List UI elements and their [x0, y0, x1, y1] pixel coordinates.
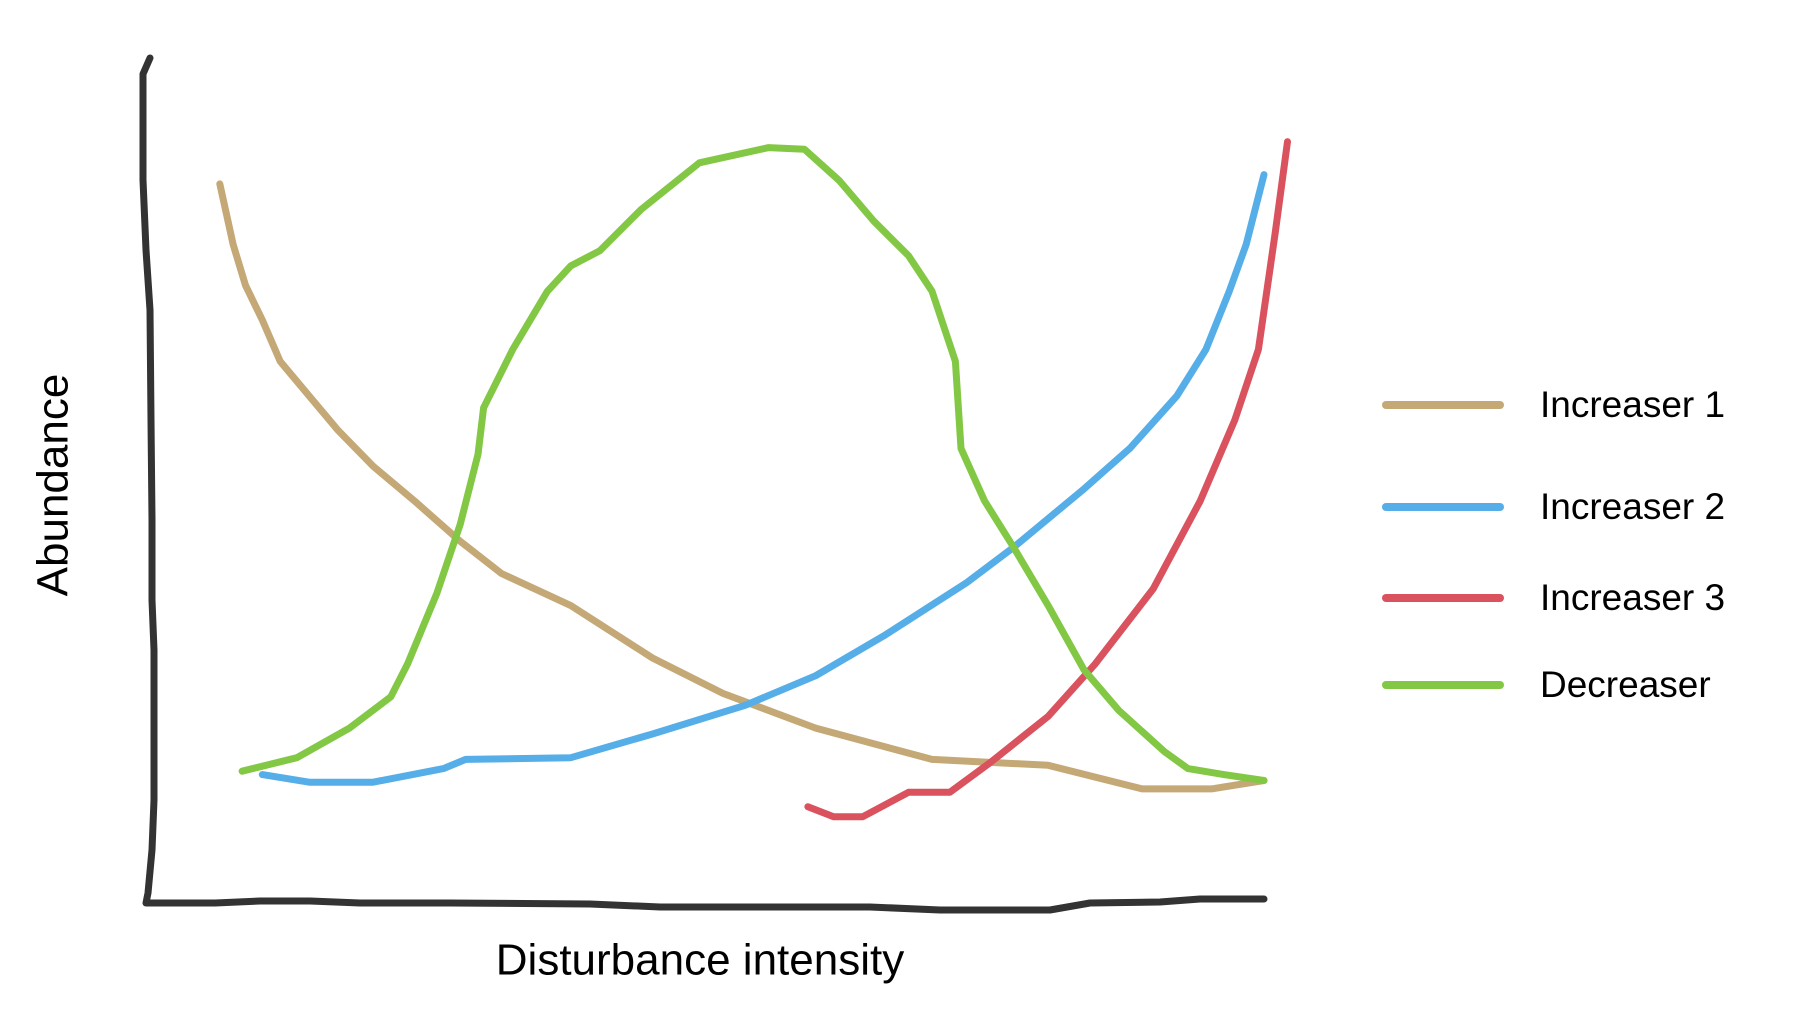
legend-label: Increaser 3: [1540, 577, 1725, 618]
line-series: [804, 138, 1291, 821]
line-series: [238, 144, 1268, 784]
y-axis-label: Abundance: [29, 374, 78, 597]
axes: [139, 54, 1268, 914]
x-axis-label: Disturbance intensity: [496, 936, 904, 985]
line-series: [258, 171, 1268, 786]
legend-label: Increaser 1: [1540, 384, 1725, 425]
legend-label: Increaser 2: [1540, 486, 1725, 527]
line-series: [216, 180, 1268, 793]
legend-label: Decreaser: [1540, 664, 1711, 705]
